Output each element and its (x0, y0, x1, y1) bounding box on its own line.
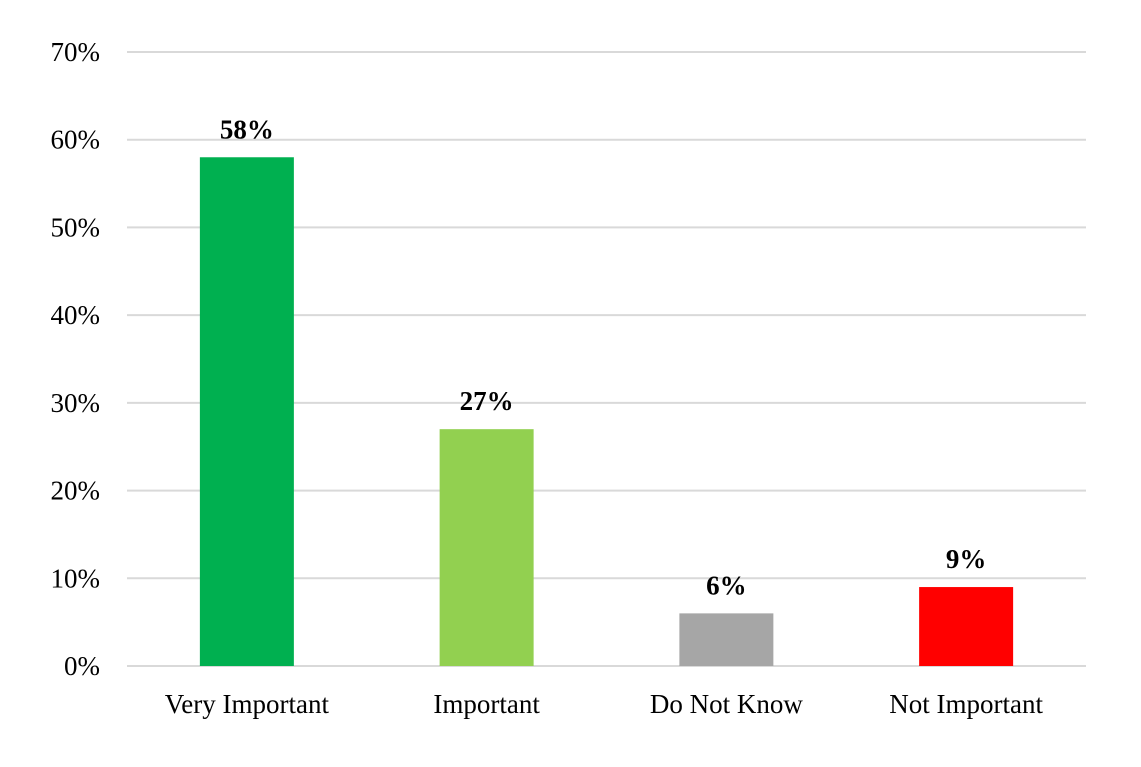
y-tick-label: 10% (51, 563, 101, 593)
bar (439, 429, 534, 666)
y-tick-label: 30% (51, 388, 101, 418)
y-tick-label: 60% (51, 125, 101, 155)
data-label: 9% (946, 544, 987, 574)
y-tick-label: 50% (51, 212, 101, 242)
x-tick-label: Not Important (889, 689, 1043, 719)
data-label: 58% (220, 114, 274, 144)
y-tick-label: 0% (64, 651, 100, 681)
x-tick-label: Important (433, 689, 540, 719)
data-label: 27% (460, 386, 514, 416)
bar (679, 613, 774, 666)
y-tick-label: 20% (51, 476, 101, 506)
x-tick-label: Very Important (165, 689, 330, 719)
y-tick-label: 70% (51, 37, 101, 67)
x-tick-label: Do Not Know (650, 689, 803, 719)
bar (919, 587, 1014, 666)
data-label: 6% (706, 570, 747, 600)
y-tick-label: 40% (51, 300, 101, 330)
bar (199, 157, 294, 666)
